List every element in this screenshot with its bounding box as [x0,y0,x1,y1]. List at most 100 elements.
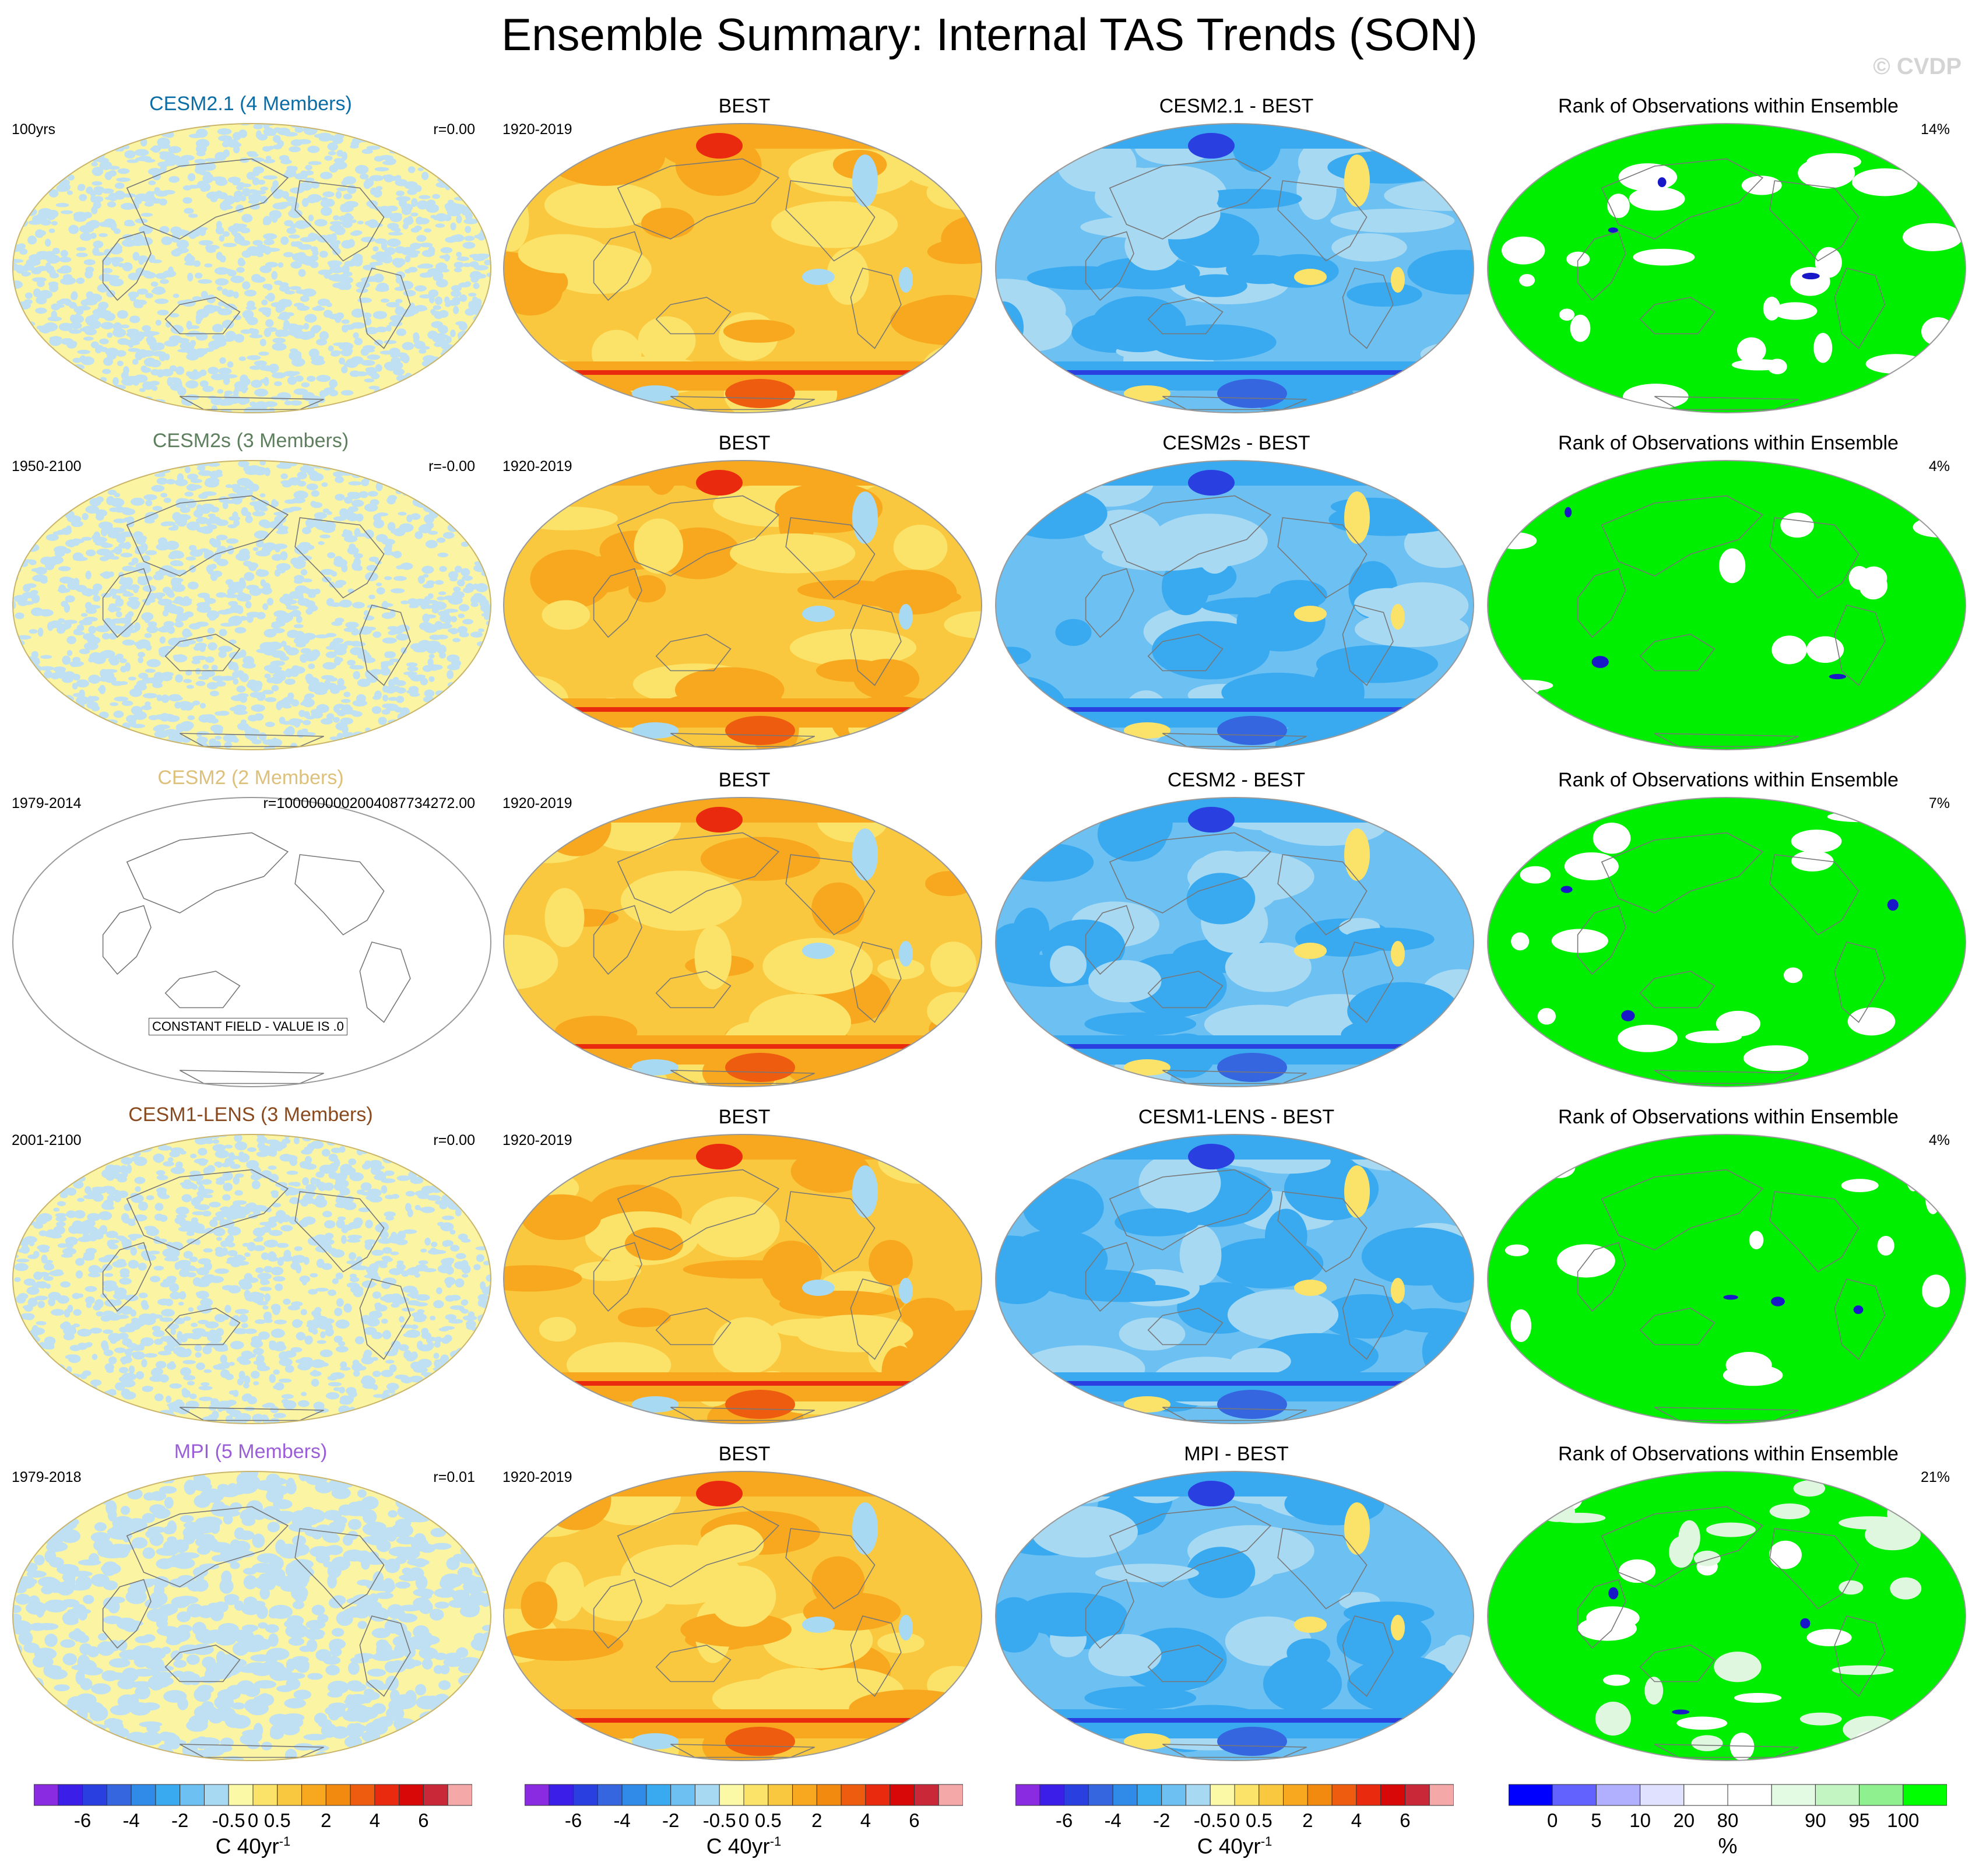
noise-blob [461,1274,469,1278]
noise-blob [169,609,181,614]
noise-blob [62,671,76,680]
noise-blob [458,1367,470,1373]
trend-region [933,832,982,860]
noise-blob [117,360,124,367]
noise-blob [473,1176,482,1185]
noise-blob [263,233,277,240]
noise-blob [407,215,413,224]
noise-blob [405,722,413,731]
noise-blob [335,722,347,730]
noise-blob [16,266,24,274]
noise-blob [433,274,442,281]
noise-blob [445,365,456,370]
noise-blob [283,1400,297,1410]
noise-blob [436,734,449,740]
noise-blob [420,1372,433,1376]
noise-blob [113,1292,128,1300]
noise-blob [434,481,444,489]
noise-blob [195,128,208,138]
noise-blob [455,1278,465,1288]
noise-blob [106,1189,121,1195]
noise-blob [85,549,96,557]
trend-region [929,798,982,834]
noise-blob [375,364,382,372]
noise-blob [431,359,446,368]
noise-blob [476,1168,483,1178]
noise-blob [335,1418,347,1424]
noise-blob [328,151,336,156]
noise-blob [138,673,149,679]
noise-blob [347,1235,363,1239]
noise-blob [473,282,480,289]
noise-blob [115,1382,125,1391]
noise-blob [434,342,444,347]
noise-blob [33,735,43,744]
noise-blob [124,542,131,550]
noise-blob [231,1155,241,1160]
noise-blob [217,286,223,291]
noise-blob [122,193,136,198]
noise-blob [38,290,53,299]
noise-blob [476,1341,484,1348]
noise-blob [25,736,34,742]
noise-blob [54,705,69,713]
noise-blob [386,325,392,332]
noise-blob [480,1339,491,1345]
noise-blob [122,1407,132,1412]
noise-blob [414,1302,428,1306]
noise-blob [63,370,75,378]
pattern-correlation: r=1000000002004087734272.00 [263,795,475,811]
noise-blob [442,532,455,539]
noise-blob [110,618,124,624]
map-border [1487,797,1966,1087]
trend-region [997,842,1094,882]
noise-blob [481,461,491,463]
noise-blob [13,1175,21,1181]
noise-blob [216,220,223,230]
noise-blob [79,1155,86,1161]
noise-blob [456,687,472,694]
noise-blob [145,511,159,521]
noise-blob [377,1414,389,1420]
noise-blob [243,1393,252,1400]
noise-blob [227,177,241,184]
obs-map-row-4 [503,1134,982,1424]
noise-blob [336,1186,347,1190]
noise-blob [353,1410,367,1418]
noise-blob [98,1211,113,1221]
noise-blob [349,1277,360,1283]
noise-blob [14,1263,29,1271]
noise-blob [152,1330,165,1337]
noise-blob [70,375,78,383]
noise-blob [368,556,379,562]
noise-blob [57,698,63,707]
noise-blob [142,1386,154,1391]
noise-blob [134,149,149,156]
noise-blob [93,595,101,602]
noise-blob [436,634,448,640]
noise-blob [455,1176,470,1185]
noise-blob [394,1297,410,1302]
noise-blob [15,144,26,153]
noise-blob [100,543,114,549]
noise-blob [79,689,85,699]
coastline-4 [1834,605,1886,686]
noise-blob [208,367,219,375]
rank-white-area [1607,194,1630,219]
noise-blob [228,600,238,607]
noise-blob [203,1369,212,1373]
noise-blob [125,1420,139,1424]
noise-blob [170,226,182,234]
noise-blob [13,696,18,701]
noise-blob [154,1213,164,1221]
noise-blob [53,1167,62,1172]
model-period: 100yrs [12,121,56,138]
noise-blob [188,371,201,380]
noise-blob [17,370,31,377]
noise-blob [93,186,104,192]
noise-blob [41,705,48,711]
noise-blob [314,588,321,595]
noise-blob [172,512,182,521]
noise-blob [365,326,379,335]
noise-blob [45,153,55,162]
